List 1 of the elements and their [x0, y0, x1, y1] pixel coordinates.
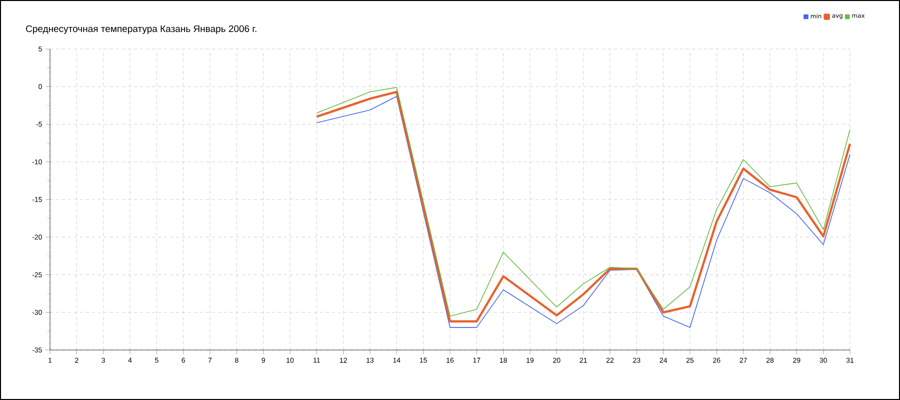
chart-title: Среднесуточная температура Казань Январь 2006 г.: [26, 25, 256, 34]
